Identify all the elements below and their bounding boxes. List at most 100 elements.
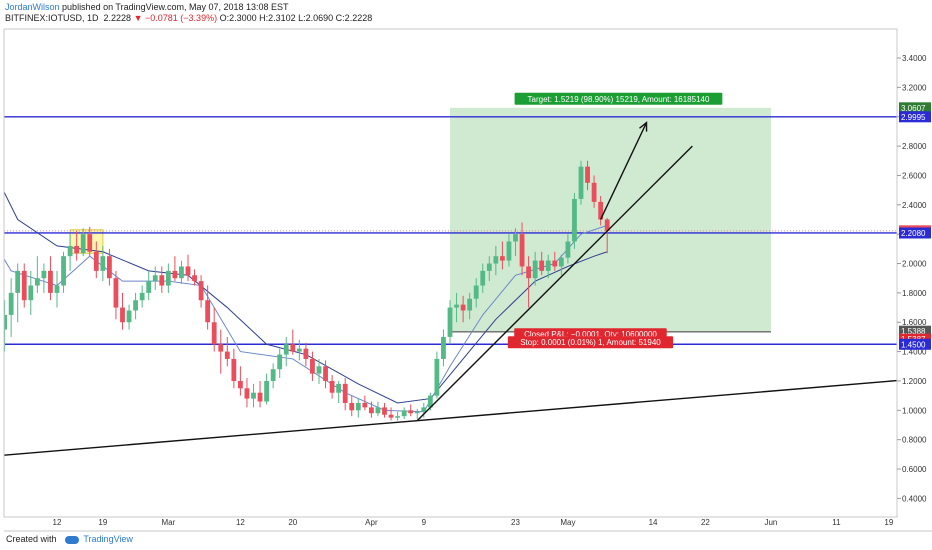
candle-body (578, 166, 584, 199)
y-tick-label: 1.6000 (902, 318, 927, 327)
created-with-text: Created with (6, 534, 57, 544)
candle-body (382, 407, 387, 415)
candle-body (185, 266, 191, 276)
candle-body (4, 314, 8, 330)
candle-body (231, 358, 237, 381)
candle-body (434, 358, 440, 396)
y-tick-label: 0.4000 (902, 494, 927, 503)
candle-body (421, 407, 427, 412)
trendline-2 (416, 145, 693, 422)
author-link[interactable]: JordanWilson (5, 2, 60, 12)
candle-body (532, 260, 538, 279)
price-tag-level (899, 227, 931, 239)
candle-body (480, 270, 486, 286)
brand-text[interactable]: TradingView (83, 534, 133, 544)
x-tick-label: 23 (511, 518, 520, 527)
price-tag-support (899, 338, 931, 350)
candle-body (80, 234, 86, 254)
candle-body (447, 307, 453, 337)
ma-slow-line (4, 190, 608, 404)
candle-body (303, 348, 309, 359)
candle-body (179, 266, 184, 279)
candle-body (427, 395, 433, 408)
price-tag-entry (899, 325, 931, 337)
target-zone (450, 107, 771, 332)
candle-body (67, 245, 73, 257)
published-text: published on TradingView.com, May 07, 20… (62, 2, 289, 12)
y-tick-label: 1.0000 (902, 406, 927, 415)
candle-body (93, 251, 99, 271)
x-tick-label: 14 (649, 518, 658, 527)
trendline-1 (4, 379, 897, 456)
price-tag-resistance (899, 111, 931, 123)
candle-body (493, 256, 499, 264)
stop-label-bg (507, 336, 674, 349)
candle-body (349, 402, 355, 411)
candle-body (558, 257, 564, 267)
candle-body (296, 348, 302, 352)
candle-body (113, 278, 119, 308)
candle-body (545, 260, 551, 271)
candle-body (316, 366, 322, 374)
candle-body (159, 275, 165, 286)
candle-body (211, 322, 217, 345)
candle-body (172, 270, 178, 279)
candle-body (283, 344, 289, 355)
footer: Created with TradingView (6, 534, 133, 544)
cloud-logo-icon (65, 535, 80, 544)
change-text: −0.0781 (−3.39%) (145, 13, 218, 23)
candle-body (28, 285, 34, 301)
candle-body (310, 358, 315, 374)
candle-body (388, 414, 394, 418)
x-tick-label: May (560, 518, 575, 527)
y-tick-label: 2.6000 (902, 171, 927, 180)
candle-body (467, 298, 473, 311)
candle-body (21, 270, 27, 301)
price-tag-label-level: 2.2080 (901, 229, 926, 238)
projection-arrow (600, 122, 648, 220)
candle-body (441, 336, 446, 359)
candle-body (500, 256, 505, 261)
x-tick-label: 19 (98, 518, 107, 527)
candle-body (506, 241, 512, 261)
candle-body (355, 402, 361, 411)
candle-body (598, 201, 604, 220)
last-price: 2.2228 (103, 13, 132, 23)
target-label-bg (514, 92, 723, 105)
candle-body (414, 411, 420, 414)
candle-body (264, 380, 269, 402)
candle-body (54, 285, 60, 293)
candle-body (552, 260, 558, 267)
candle-body (100, 256, 106, 271)
y-tick-label: 2.8000 (902, 142, 927, 151)
candle-body (74, 245, 80, 254)
symbol-line: BITFINEX:IOTUSD, 1D 2.2228 ▼ −0.0781 (−3… (5, 13, 372, 23)
candle-body (486, 263, 492, 271)
candle-body (192, 275, 197, 282)
candle-body (375, 407, 381, 414)
price-tag-label-support: 1.4500 (901, 340, 926, 349)
candle-body (526, 266, 531, 279)
x-tick-label: 9 (422, 518, 427, 527)
candle-body (408, 410, 414, 414)
candle-body (61, 256, 66, 286)
candle-body (401, 410, 407, 417)
candle-body (152, 275, 158, 282)
y-tick-label: 2.4000 (902, 201, 927, 210)
candle-body (146, 281, 152, 293)
candle-body (519, 234, 525, 267)
candle-body (565, 241, 571, 258)
candle-body (323, 366, 328, 381)
candle-body (205, 300, 211, 323)
y-tick-label: 2.0000 (902, 260, 927, 269)
candle-body (126, 310, 132, 323)
candle-body (165, 270, 171, 286)
x-tick-label: 12 (53, 518, 62, 527)
candle-body (460, 304, 466, 311)
closed-pnl-label: Closed P&L: −0.0001, Qty: 10600000 (524, 330, 657, 339)
candle-body (251, 392, 256, 399)
candle-body (238, 380, 243, 389)
x-tick-label: 20 (288, 518, 297, 527)
candle-body (107, 256, 112, 279)
